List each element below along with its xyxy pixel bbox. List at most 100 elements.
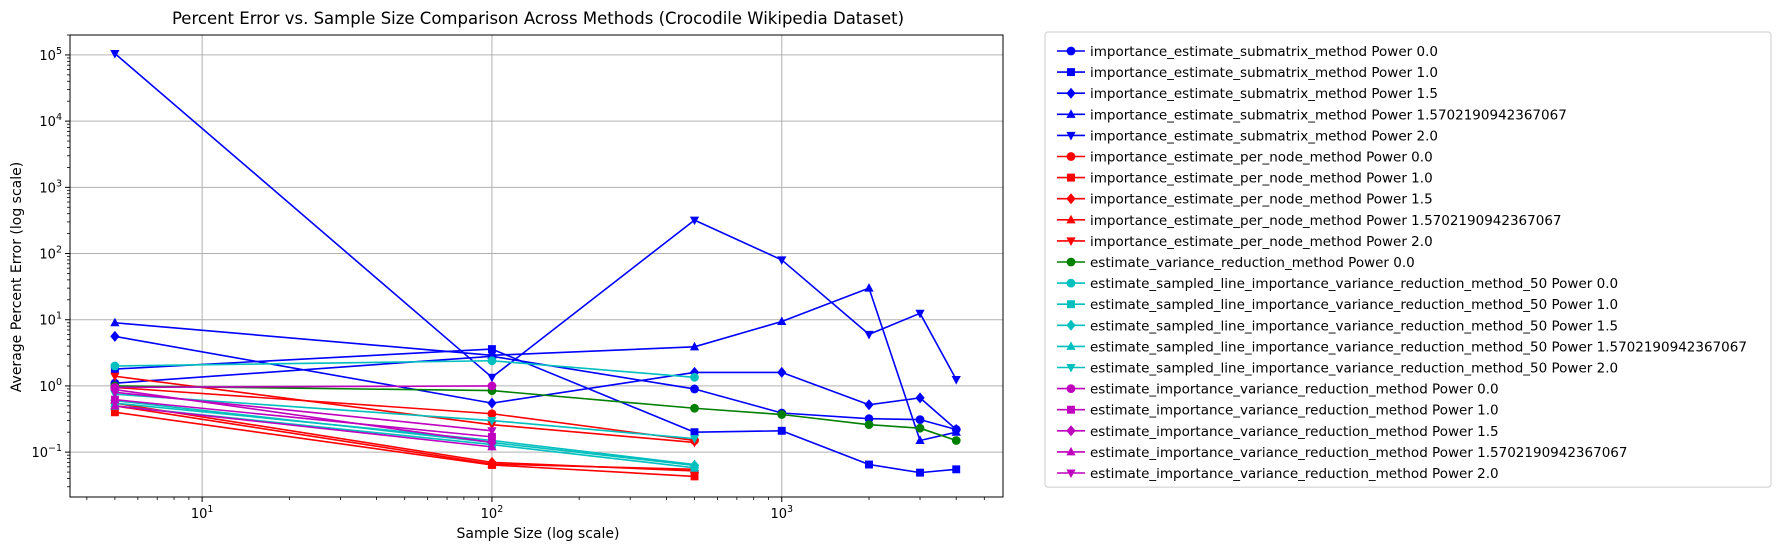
legend-marker (1066, 278, 1076, 288)
data-point (690, 372, 699, 382)
legend-label: importance_estimate_per_node_method Powe… (1090, 150, 1433, 166)
grid-layer (70, 35, 1003, 497)
legend-label: importance_estimate_per_node_method Powe… (1090, 171, 1433, 187)
legend-marker (1066, 87, 1076, 99)
data-point (777, 256, 787, 266)
legend-marker (1066, 193, 1076, 205)
data-point (110, 361, 120, 371)
series-line (114, 405, 493, 448)
legend-items: importance_estimate_submatrix_method Pow… (1057, 44, 1747, 482)
legend-marker (1067, 405, 1075, 414)
data-point (865, 460, 873, 469)
legend-label: estimate_sampled_line_importance_varianc… (1090, 276, 1618, 292)
legend-marker (1066, 363, 1076, 373)
y-axis-label: Average Percent Error (log scale) (9, 162, 25, 392)
legend-item: estimate_sampled_line_importance_varianc… (1057, 339, 1747, 355)
legend-marker (1066, 237, 1076, 246)
y-tick-label: 101 (39, 311, 62, 329)
legend-marker (1066, 257, 1076, 267)
legend-label: estimate_importance_variance_reduction_m… (1090, 424, 1499, 440)
data-point (487, 350, 497, 359)
plot-frame (69, 34, 1004, 498)
data-point (864, 330, 874, 340)
legend-marker (1066, 319, 1076, 331)
legend-label: estimate_sampled_line_importance_varianc… (1090, 318, 1618, 334)
data-point (110, 400, 120, 410)
data-point (951, 436, 961, 445)
legend-label: estimate_importance_variance_reduction_m… (1090, 466, 1499, 482)
data-point (690, 403, 699, 413)
data-point (951, 375, 961, 385)
series-18 (110, 395, 496, 441)
data-point (915, 423, 925, 433)
data-point (487, 409, 497, 419)
tick-layer: 101 102 103 10−1 100 101 102 103 104 105 (31, 34, 985, 522)
series-11 (110, 381, 961, 445)
data-point (777, 426, 786, 435)
y-tick-label: 104 (39, 112, 62, 130)
data-point (487, 432, 496, 441)
series-12 (110, 356, 699, 382)
data-point (777, 410, 787, 419)
legend-label: estimate_sampled_line_importance_varianc… (1090, 339, 1747, 355)
legend-marker (1066, 446, 1076, 456)
legend-marker (1066, 131, 1076, 141)
y-tick-label: 105 (39, 46, 62, 64)
legend-label: estimate_variance_reduction_method Power… (1090, 255, 1415, 271)
data-point (915, 435, 925, 444)
data-point (110, 50, 120, 59)
legend-item: estimate_importance_variance_reduction_m… (1057, 445, 1627, 461)
legend-marker (1066, 425, 1076, 437)
legend-item: importance_estimate_per_node_method Powe… (1057, 234, 1433, 250)
legend-item: estimate_sampled_line_importance_varianc… (1057, 297, 1618, 313)
y-tick-label: 102 (39, 245, 62, 263)
x-tick-label: 103 (770, 504, 793, 522)
data-point (915, 415, 925, 425)
legend-label: importance_estimate_submatrix_method Pow… (1090, 128, 1438, 144)
legend-item: importance_estimate_submatrix_method Pow… (1057, 128, 1438, 144)
legend-marker (1067, 68, 1075, 77)
data-point (915, 392, 925, 404)
legend-label: importance_estimate_submatrix_method Pow… (1090, 65, 1438, 81)
data-point (864, 399, 874, 411)
data-point (689, 435, 700, 444)
legend-label: importance_estimate_per_node_method Powe… (1090, 213, 1562, 229)
legend-item: importance_estimate_per_node_method Powe… (1057, 192, 1433, 208)
legend-marker (1066, 109, 1076, 118)
legend-label: estimate_importance_variance_reduction_m… (1090, 382, 1499, 398)
data-point (110, 317, 120, 327)
legend-item: estimate_sampled_line_importance_varianc… (1057, 276, 1618, 292)
y-tick-label: 103 (39, 178, 62, 196)
plot-area: 101 102 103 10−1 100 101 102 103 104 105 (31, 34, 1004, 522)
legend-item: importance_estimate_submatrix_method Pow… (1057, 44, 1438, 60)
legend-marker (1066, 469, 1076, 479)
legend-item: importance_estimate_per_node_method Powe… (1057, 213, 1562, 229)
data-point (864, 420, 874, 430)
y-tick-label: 100 (39, 377, 62, 395)
data-point (487, 373, 497, 383)
data-point (690, 428, 699, 437)
legend-item: estimate_importance_variance_reduction_m… (1057, 424, 1499, 440)
legend-frame (1044, 31, 1772, 488)
x-tick-label: 101 (191, 504, 214, 522)
legend-marker (1066, 214, 1076, 224)
data-point (689, 459, 700, 469)
legend-item: estimate_importance_variance_reduction_m… (1057, 403, 1499, 419)
x-axis-label: Sample Size (log scale) (457, 526, 620, 542)
legend-label: estimate_sampled_line_importance_varianc… (1090, 297, 1618, 313)
legend: importance_estimate_submatrix_method Pow… (1044, 31, 1772, 488)
y-tick-label: 10−1 (31, 443, 62, 461)
legend-item: importance_estimate_per_node_method Powe… (1057, 150, 1433, 166)
data-point (110, 372, 120, 382)
legend-item: importance_estimate_submatrix_method Pow… (1057, 107, 1567, 123)
data-point (916, 468, 924, 477)
legend-item: importance_estimate_submatrix_method Pow… (1057, 65, 1438, 81)
data-point (777, 316, 787, 326)
legend-item: estimate_importance_variance_reduction_m… (1057, 382, 1499, 398)
data-point (110, 408, 119, 417)
legend-item: importance_estimate_submatrix_method Pow… (1057, 86, 1438, 102)
data-point (487, 459, 497, 468)
data-point (487, 417, 497, 426)
data-point (487, 345, 496, 354)
series-5 (110, 50, 961, 385)
